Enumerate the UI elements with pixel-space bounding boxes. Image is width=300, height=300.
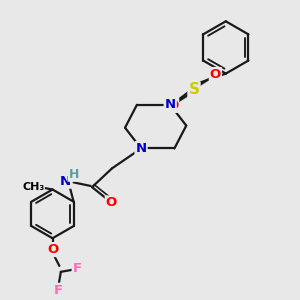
Text: O: O <box>106 196 117 209</box>
Text: CH₃: CH₃ <box>22 182 44 191</box>
Text: N: N <box>165 98 176 111</box>
Text: O: O <box>167 99 178 112</box>
Text: O: O <box>210 68 221 81</box>
Text: N: N <box>136 142 147 155</box>
Text: S: S <box>188 82 200 98</box>
Text: H: H <box>68 168 79 181</box>
Text: F: F <box>53 284 62 297</box>
Text: O: O <box>47 243 58 256</box>
Text: N: N <box>60 175 71 188</box>
Text: F: F <box>73 262 82 275</box>
